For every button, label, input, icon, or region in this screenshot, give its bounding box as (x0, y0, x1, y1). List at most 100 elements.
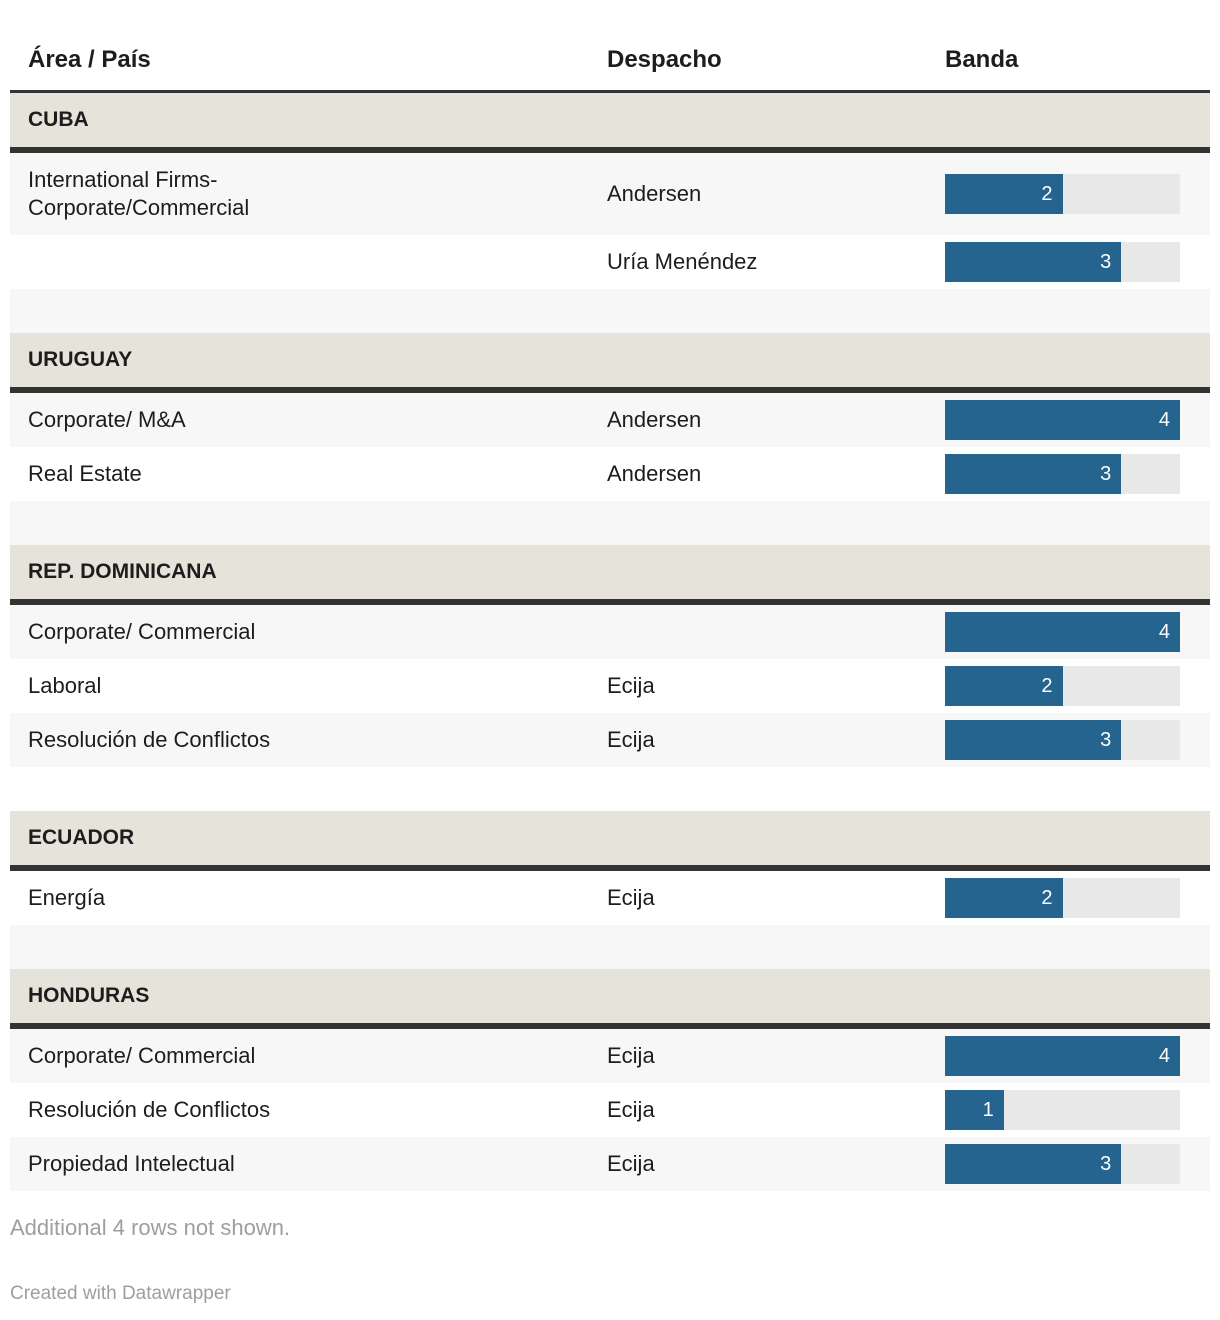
despacho-cell: Ecija (607, 1151, 655, 1176)
banda-bar-track: 4 (945, 400, 1180, 440)
banda-bar-track: 4 (945, 612, 1180, 652)
banda-cell: 2 (945, 659, 1210, 713)
area-cell: Real Estate (28, 461, 142, 486)
area-cell: Corporate/ Commercial (28, 619, 256, 644)
banda-bar-track: 3 (945, 242, 1180, 282)
banda-bar: 3 (945, 720, 1122, 760)
despacho-cell: Ecija (607, 673, 655, 698)
table-row: Laboral Ecija 2 (10, 659, 1210, 713)
despacho-cell (607, 602, 945, 659)
table-row: Propiedad Intelectual Ecija 3 (10, 1137, 1210, 1191)
section-gap-row (10, 501, 1210, 545)
banda-value: 2 (1041, 887, 1053, 909)
section-header-row: ECUADOR (10, 811, 1210, 871)
banda-cell: 2 (945, 868, 1210, 925)
banda-bar: 1 (945, 1090, 1004, 1130)
despacho-cell: Uría Menéndez (607, 249, 758, 274)
banda-bar-track: 3 (945, 454, 1180, 494)
banda-bar-track: 1 (945, 1090, 1180, 1130)
banda-value: 3 (1100, 251, 1112, 273)
section-header-row: CUBA (10, 91, 1210, 153)
banda-bar: 3 (945, 242, 1122, 282)
table-row: Uría Menéndez 3 (10, 235, 1210, 289)
section-header-row: REP. DOMINICANA (10, 545, 1210, 605)
gap-cell (10, 501, 1210, 545)
section-header-row: HONDURAS (10, 969, 1210, 1029)
banda-cell: 1 (945, 1083, 1210, 1137)
banda-bar: 4 (945, 612, 1180, 652)
banda-bar-track: 2 (945, 666, 1180, 706)
section-header-row: URUGUAY (10, 333, 1210, 393)
banda-bar: 2 (945, 666, 1063, 706)
area-cell: Laboral (28, 673, 102, 698)
banda-value: 4 (1158, 621, 1170, 643)
gap-cell (10, 925, 1210, 969)
banda-cell: 2 (945, 150, 1210, 235)
banda-bar: 4 (945, 1036, 1180, 1076)
despacho-cell: Ecija (607, 885, 655, 910)
banda-bar: 2 (945, 174, 1063, 214)
table-header: Área / País Despacho Banda (10, 0, 1210, 93)
section-gap-row (10, 289, 1210, 333)
table-row: Resolución de Conflictos Ecija 1 (10, 1083, 1210, 1137)
banda-value: 1 (982, 1099, 994, 1121)
section-title: HONDURAS (10, 969, 1210, 1029)
banda-table: Área / País Despacho Banda CUBA Internati… (10, 0, 1210, 1191)
banda-cell: 3 (945, 713, 1210, 767)
area-cell: Corporate/ M&A (28, 407, 186, 432)
banda-bar-track: 3 (945, 1144, 1180, 1184)
table-row: Corporate/ Commercial 4 (10, 602, 1210, 659)
despacho-cell: Ecija (607, 1097, 655, 1122)
table-row: International Firms- Corporate/Commercia… (10, 150, 1210, 235)
despacho-cell: Andersen (607, 407, 702, 432)
banda-bar-track: 4 (945, 1036, 1180, 1076)
section-gap-row (10, 767, 1210, 811)
table-row: Corporate/ M&A Andersen 4 (10, 390, 1210, 447)
banda-bar: 3 (945, 1144, 1122, 1184)
table-row: Corporate/ Commercial Ecija 4 (10, 1026, 1210, 1083)
banda-value: 2 (1041, 183, 1053, 205)
area-cell: International Firms- Corporate/Commercia… (28, 167, 250, 220)
header-row: Área / País Despacho Banda (10, 0, 1210, 93)
banda-cell: 3 (945, 235, 1210, 289)
column-header-despacho: Despacho (607, 0, 945, 93)
banda-bar-track: 3 (945, 720, 1180, 760)
despacho-cell: Andersen (607, 181, 702, 206)
banda-value: 3 (1100, 1153, 1112, 1175)
banda-cell: 4 (945, 602, 1210, 659)
column-header-area-pais: Área / País (10, 0, 607, 93)
area-cell (10, 235, 607, 289)
section-title: URUGUAY (10, 333, 1210, 393)
section-title: REP. DOMINICANA (10, 545, 1210, 605)
banda-bar-track: 2 (945, 878, 1180, 918)
area-cell: Corporate/ Commercial (28, 1043, 256, 1068)
banda-value: 4 (1158, 409, 1170, 431)
banda-bar: 2 (945, 878, 1063, 918)
section-title: ECUADOR (10, 811, 1210, 871)
area-cell: Resolución de Conflictos (28, 1097, 271, 1122)
rows-not-shown-note: Additional 4 rows not shown. (10, 1215, 291, 1240)
datawrapper-credit-link[interactable]: Created with Datawrapper (10, 1283, 231, 1304)
table-body: CUBA International Firms- Corporate/Comme… (10, 91, 1210, 1191)
banda-cell: 3 (945, 1137, 1210, 1191)
banda-value: 3 (1100, 463, 1112, 485)
banda-cell: 3 (945, 447, 1210, 501)
table-row: Resolución de Conflictos Ecija 3 (10, 713, 1210, 767)
banda-value: 2 (1041, 675, 1053, 697)
despacho-cell: Andersen (607, 461, 702, 486)
area-cell: Energía (28, 885, 106, 910)
table-row: Energía Ecija 2 (10, 868, 1210, 925)
section-gap-row (10, 925, 1210, 969)
column-header-banda: Banda (945, 0, 1210, 93)
banda-cell: 4 (945, 1026, 1210, 1083)
section-title: CUBA (10, 91, 1210, 153)
banda-bar: 3 (945, 454, 1122, 494)
area-cell: Propiedad Intelectual (28, 1151, 235, 1176)
banda-bar-track: 2 (945, 174, 1180, 214)
table-row: Real Estate Andersen 3 (10, 447, 1210, 501)
banda-cell: 4 (945, 390, 1210, 447)
gap-cell (10, 767, 1210, 811)
despacho-cell: Ecija (607, 1043, 655, 1068)
banda-value: 4 (1158, 1045, 1170, 1067)
area-cell: Resolución de Conflictos (28, 727, 271, 752)
